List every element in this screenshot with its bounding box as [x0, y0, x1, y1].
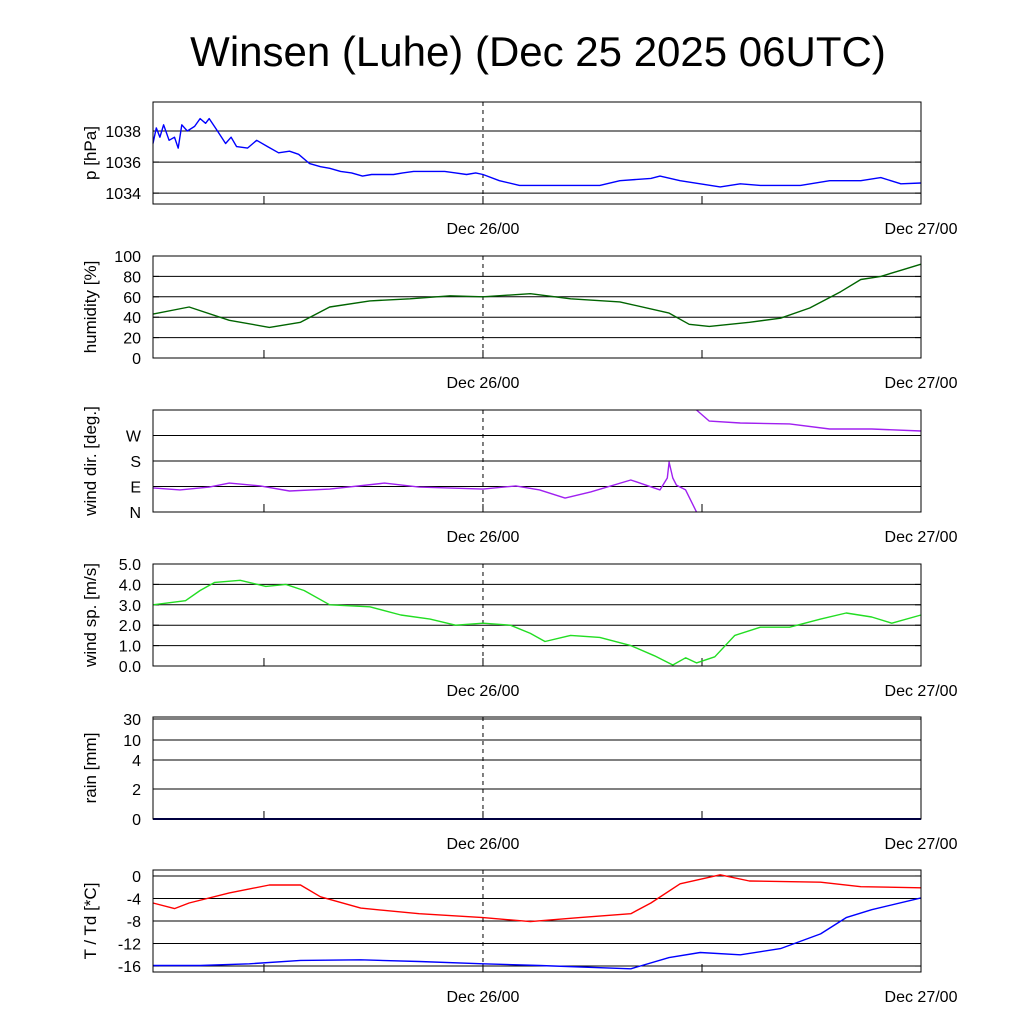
series-line-pressure — [152, 117, 922, 188]
y-tick-label: 0 — [132, 812, 141, 829]
plot-frame — [152, 101, 922, 205]
y-tick-label: 2.0 — [119, 618, 141, 635]
series-line-wind-speed — [152, 579, 922, 666]
y-tick-label: 30 — [123, 712, 141, 729]
y-tick-label: 0 — [132, 869, 141, 886]
series-line-wind-direction — [696, 409, 922, 432]
panel-temperature: -16 -12 -8 -4 0 T / Td [*C] Dec 26/00 Dec 27/00 — [81, 869, 958, 1006]
y-tick-label: -8 — [127, 914, 141, 931]
y-tick-label: 80 — [123, 269, 141, 286]
panel-wind_speed: 0.0 1.0 2.0 3.0 4.0 5.0 wind sp. [m/s] Dec 26/0… — [81, 557, 958, 700]
y-tick-label: W — [126, 429, 142, 446]
x-tick-label: Dec 27/00 — [885, 221, 958, 238]
plot-frame — [152, 563, 922, 667]
y-tick-label: 40 — [123, 310, 141, 327]
y-axis-label: rain [mm] — [81, 733, 100, 804]
x-tick-label: Dec 27/00 — [885, 683, 958, 700]
x-tick-label: Dec 26/00 — [447, 529, 520, 546]
x-tick-label: Dec 27/00 — [885, 989, 958, 1006]
y-tick-label: 1036 — [105, 155, 141, 172]
x-tick-label: Dec 26/00 — [447, 989, 520, 1006]
y-tick-label: 4.0 — [119, 577, 141, 594]
y-tick-label: 0 — [132, 351, 141, 368]
y-tick-label: N — [129, 505, 141, 522]
plot-frame — [152, 409, 922, 513]
y-axis-label: wind sp. [m/s] — [81, 563, 100, 668]
x-tick-label: Dec 26/00 — [447, 221, 520, 238]
x-tick-label: Dec 26/00 — [447, 836, 520, 853]
y-tick-label: -16 — [118, 959, 141, 976]
series-line-t — [152, 874, 922, 923]
y-tick-label: 1034 — [105, 186, 141, 203]
y-tick-label: 10 — [123, 733, 141, 750]
panel-humidity: 0 20 40 60 80 100 humidity [%] Dec 26/00 Dec 27/… — [81, 249, 958, 392]
x-tick-label: Dec 27/00 — [885, 375, 958, 392]
plot-frame — [152, 716, 922, 820]
y-axis-label: p [hPa] — [81, 126, 100, 180]
y-tick-label: 1.0 — [119, 639, 141, 656]
y-tick-label: 0.0 — [119, 659, 141, 676]
y-tick-label: 100 — [114, 249, 141, 266]
y-axis-label: humidity [%] — [81, 261, 100, 354]
y-tick-label: 4 — [132, 753, 141, 770]
x-tick-label: Dec 26/00 — [447, 375, 520, 392]
series-line-humidity — [152, 263, 922, 329]
y-tick-label: -4 — [127, 891, 141, 908]
y-tick-label: 3.0 — [119, 598, 141, 615]
x-tick-label: Dec 27/00 — [885, 836, 958, 853]
x-tick-label: Dec 27/00 — [885, 529, 958, 546]
y-tick-label: 2 — [132, 782, 141, 799]
panel-pressure: 1034 1036 1038 p [hPa] Dec 26/00 Dec 27/00 — [81, 101, 958, 238]
series-line-td — [153, 897, 922, 970]
chart-title: Winsen (Luhe) (Dec 25 2025 06UTC) — [190, 28, 886, 75]
y-axis-label: wind dir. [deg.] — [81, 406, 100, 517]
y-tick-label: S — [130, 454, 141, 471]
y-tick-label: 60 — [123, 290, 141, 307]
y-tick-label: -12 — [118, 937, 141, 954]
panel-rain: 0 2 4 10 30 rain [mm] Dec 26/00 Dec 27/00 — [81, 712, 958, 853]
plot-frame — [152, 869, 922, 973]
x-tick-label: Dec 26/00 — [447, 683, 520, 700]
y-tick-label: 1038 — [105, 124, 141, 141]
plot-frame — [152, 255, 922, 359]
y-tick-label: 5.0 — [119, 557, 141, 574]
series-line-wind-direction — [152, 461, 698, 513]
y-tick-label: 20 — [123, 331, 141, 348]
y-axis-label: T / Td [*C] — [81, 883, 100, 960]
y-tick-label: E — [130, 480, 141, 497]
